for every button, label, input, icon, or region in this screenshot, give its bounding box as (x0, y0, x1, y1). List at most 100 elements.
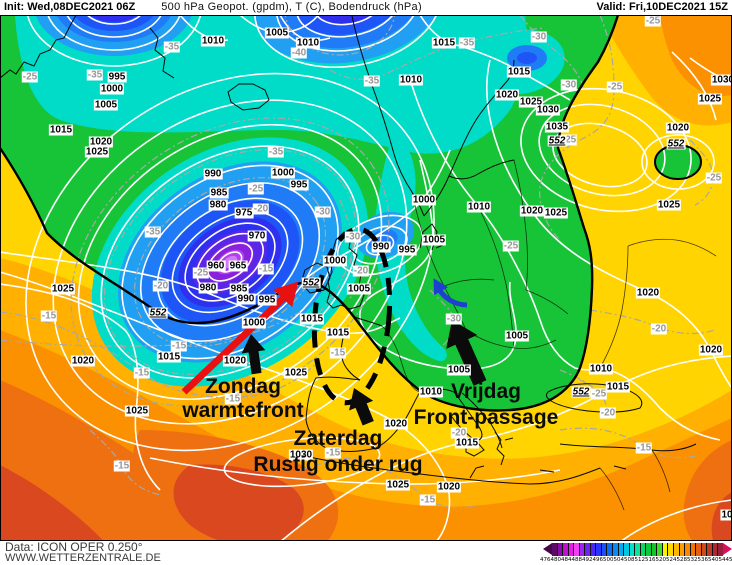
pressure-label: 1025 (283, 367, 309, 379)
geopotential-label: 552 (571, 386, 591, 398)
header-bar: Init: Wed,08DEC2021 06Z 500 hPa Geopot. … (0, 0, 732, 15)
colorbar-cell (685, 543, 691, 556)
pressure-label: 1005 (264, 27, 290, 39)
colorbar-cell (640, 543, 647, 556)
temperature-label: -35 (458, 37, 476, 49)
coastline-layer (1, 16, 717, 511)
saturday-label-line2: Rustig onder rug (253, 453, 423, 476)
temperature-label: -30 (344, 231, 362, 243)
pressure-label: 995 (289, 179, 309, 191)
temperature-label: -35 (163, 41, 181, 53)
weather-map-canvas (1, 16, 731, 540)
temperature-label: -15 (419, 494, 437, 506)
colorbar-cell (657, 543, 663, 556)
pressure-label: 1010 (418, 386, 444, 398)
temperature-label: -40 (290, 47, 308, 59)
colorbar-tick: 532 (687, 557, 698, 563)
temperature-label: -25 (590, 388, 608, 400)
colorbar-tick: 500 (603, 557, 614, 563)
pressure-label: 1020 (436, 481, 462, 493)
temperature-label: -25 (560, 134, 578, 146)
flow-arrow-head (433, 278, 448, 296)
temperature-label: -25 (502, 240, 520, 252)
pressure-label: 1010 (398, 74, 424, 86)
sunday-label-line2: warmtefront (182, 399, 304, 422)
pressure-label: 970 (247, 230, 267, 242)
temperature-label: -15 (224, 393, 242, 405)
colorbar-cell (668, 543, 675, 556)
temperature-label: -25 (247, 183, 265, 195)
colorbar-tick: 484 (561, 557, 572, 563)
pressure-label: 980 (208, 199, 228, 211)
pressure-label: 980 (198, 282, 218, 294)
colorbar-cell (596, 543, 602, 556)
friday-label-line2: Front-passage (413, 406, 559, 429)
colorbar-cell (552, 543, 558, 556)
temperature-label: -20 (252, 203, 270, 215)
valid-time-text: Valid: Fri,10DEC2021 15Z (596, 1, 728, 13)
pressure-label: 1005 (421, 234, 447, 246)
colorbar-cell (651, 543, 658, 556)
colorbar-tick: 528 (676, 557, 688, 563)
temperature-label: -20 (450, 427, 468, 439)
pressure-label: 1015 (431, 37, 457, 49)
pressure-label: 1000 (99, 83, 125, 95)
pressure-label: 1030 (535, 104, 561, 116)
colorbar-cell (674, 543, 680, 556)
colorbar (543, 543, 732, 556)
temperature-label: -25 (606, 81, 624, 93)
colorbar-tick: 512 (634, 557, 646, 563)
pressure-label: 1010 (466, 201, 492, 213)
footer-bar: Data: ICON OPER 0.250° WWW.WETTERZENTRAL… (0, 541, 732, 565)
pressure-label: 1025 (124, 405, 150, 417)
saturday-arrow (349, 388, 374, 426)
pressure-label: 1015 (156, 351, 182, 363)
pressure-label: 1015 (299, 313, 325, 325)
pressure-label: 1005 (446, 364, 472, 376)
colorbar-left-arrow-icon (543, 543, 552, 555)
colorbar-cell (574, 543, 580, 556)
sunday-arrow (241, 334, 266, 375)
pressure-label: 1000 (322, 255, 348, 267)
pressure-label: 1005 (504, 330, 530, 342)
pressure-label: 1025 (697, 93, 723, 105)
pressure-label: 985 (229, 283, 249, 295)
colorbar-right-arrow-icon (723, 543, 732, 555)
temperature-label: -15 (113, 460, 131, 472)
pressure-label: 1015 (506, 66, 532, 78)
temperature-label: -25 (192, 267, 210, 279)
weather-map: 1005 1010 1010 1015 1015 1010 995 1000 1005 1015 1… (0, 15, 732, 541)
pressure-label: 1020 (383, 418, 409, 430)
pressure-label: 1025 (656, 199, 682, 211)
temperature-label: -30 (560, 79, 578, 91)
pressure-label: 1020 (519, 205, 545, 217)
colorbar-cell (590, 543, 597, 556)
colorbar-tick: 544 (718, 557, 730, 563)
colorbar-cell (712, 543, 719, 556)
colorbar-cell (718, 543, 723, 556)
colorbar-cell (635, 543, 641, 556)
colorbar-tick: 536 (697, 557, 709, 563)
pressure-label: 1020 (494, 89, 520, 101)
pressure-label: 1025 (50, 283, 76, 295)
temperature-label: -15 (329, 347, 347, 359)
colorbar-cell (563, 543, 569, 556)
ridge-dashed-ellipse (311, 226, 393, 406)
friday-arrow (446, 320, 487, 386)
pressure-label: 1030 (710, 74, 731, 86)
pressure-label: 1000 (270, 167, 296, 179)
pressure-label: 1005 (93, 99, 119, 111)
friday-label-line1: Vrijdag (450, 380, 522, 403)
geopotential-label: 552 (301, 277, 321, 289)
pressure-label: 1000 (241, 317, 267, 329)
init-time-text: Init: Wed,08DEC2021 06Z (4, 1, 136, 13)
sunday-label-line1: Zondag (205, 375, 281, 398)
geopotential-label: 552 (148, 307, 168, 319)
pressure-label: 1020 (698, 344, 724, 356)
pressure-label: 975 (234, 207, 254, 219)
pressure-label: 990 (371, 241, 391, 253)
temperature-label: -20 (650, 323, 668, 335)
colorbar-cell (707, 543, 713, 556)
pressure-label: 1020 (222, 355, 248, 367)
